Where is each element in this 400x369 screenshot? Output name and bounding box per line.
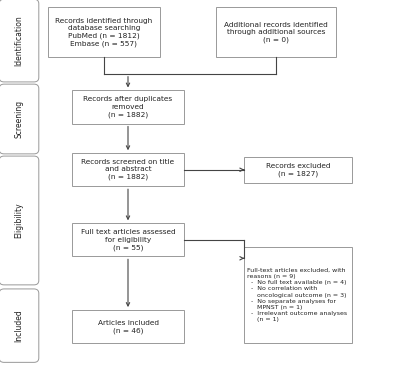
Text: Screening: Screening [14,100,24,138]
FancyBboxPatch shape [72,153,184,186]
Text: Eligibility: Eligibility [14,203,24,238]
Text: Records identified through
database searching
PubMed (n = 1812)
Embase (n = 557): Records identified through database sear… [55,18,153,47]
Text: Articles included
(n = 46): Articles included (n = 46) [98,320,158,334]
Text: Included: Included [14,309,24,342]
FancyBboxPatch shape [216,7,336,57]
FancyBboxPatch shape [0,289,39,362]
FancyBboxPatch shape [72,310,184,343]
FancyBboxPatch shape [0,0,39,82]
Text: Identification: Identification [14,15,24,66]
FancyBboxPatch shape [0,84,39,154]
Text: Full text articles assessed
for eligibility
(n = 55): Full text articles assessed for eligibil… [81,229,175,251]
FancyBboxPatch shape [72,223,184,256]
FancyBboxPatch shape [244,247,352,343]
Text: Full-text articles excluded, with
reasons (n = 9)
  -  No full text available (n: Full-text articles excluded, with reason… [247,268,347,323]
FancyBboxPatch shape [244,157,352,183]
Text: Additional records identified
through additional sources
(n = 0): Additional records identified through ad… [224,21,328,43]
FancyBboxPatch shape [0,156,39,285]
FancyBboxPatch shape [72,90,184,124]
Text: Records excluded
(n = 1827): Records excluded (n = 1827) [266,163,330,177]
Text: Records after duplicates
removed
(n = 1882): Records after duplicates removed (n = 18… [84,96,172,118]
Text: Records screened on title
and abstract
(n = 1882): Records screened on title and abstract (… [82,159,174,180]
FancyBboxPatch shape [48,7,160,57]
